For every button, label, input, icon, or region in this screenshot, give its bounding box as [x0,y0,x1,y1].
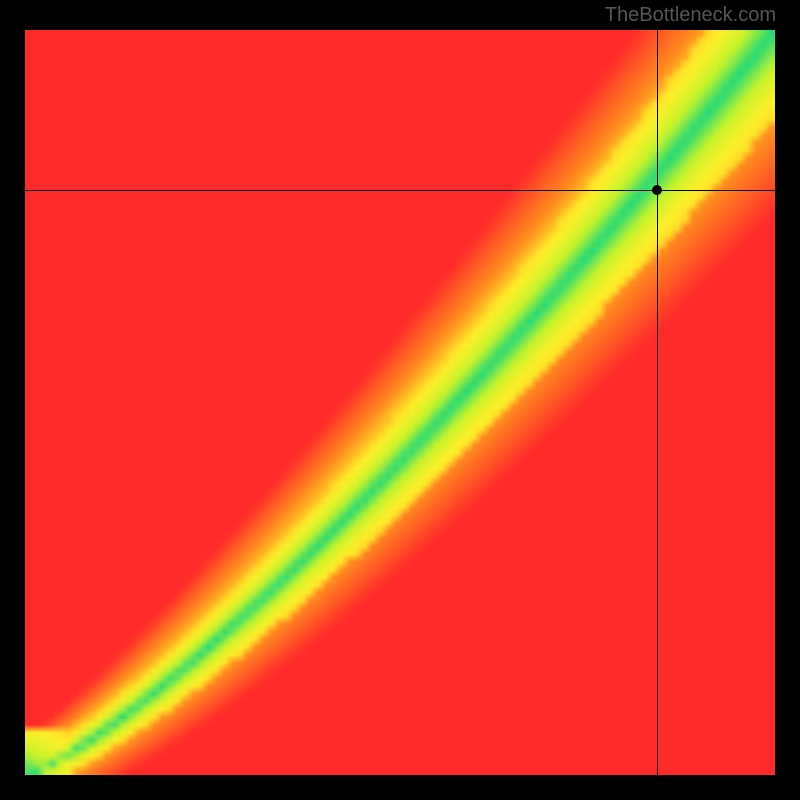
watermark-text: TheBottleneck.com [605,4,776,27]
marker-dot [652,185,662,195]
heatmap-canvas [25,30,775,775]
chart-container: TheBottleneck.com [0,0,800,800]
heatmap-plot [25,30,775,775]
crosshair-vertical [657,30,658,775]
crosshair-horizontal [25,190,775,191]
